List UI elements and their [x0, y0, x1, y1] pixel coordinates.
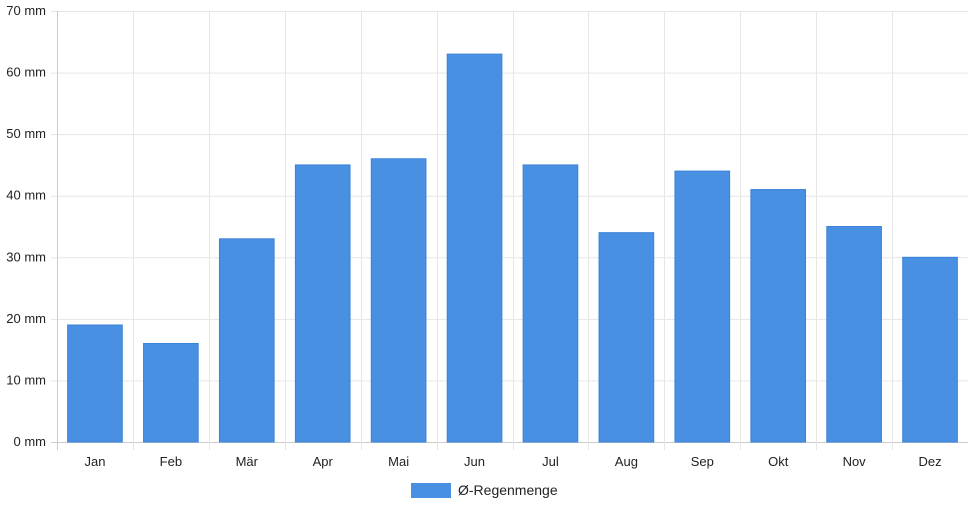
bar[interactable] [750, 189, 807, 443]
bar[interactable] [67, 324, 123, 443]
y-tick-label: 40 mm [6, 188, 46, 203]
y-tick-label: 50 mm [6, 126, 46, 141]
chart-grid [51, 11, 968, 450]
x-tick-label: Feb [160, 454, 182, 469]
legend-label[interactable]: Ø-Regenmenge [458, 482, 558, 498]
x-tick-label: Apr [313, 454, 334, 469]
legend-swatch[interactable] [411, 483, 451, 498]
bar[interactable] [370, 158, 427, 443]
y-tick-label: 60 mm [6, 65, 46, 80]
y-axis-ticks: 0 mm 10 mm 20 mm 30 mm 40 mm 50 mm 60 mm 70 mm [6, 3, 46, 449]
bar[interactable] [902, 256, 958, 443]
x-tick-label: Dez [918, 454, 941, 469]
y-tick-label: 20 mm [6, 311, 46, 326]
y-tick-label: 30 mm [6, 249, 46, 264]
x-tick-label: Nov [843, 454, 867, 469]
x-tick-label: Jun [464, 454, 485, 469]
bar[interactable] [143, 342, 199, 443]
y-tick-label: 0 mm [14, 434, 47, 449]
bar[interactable] [598, 232, 655, 443]
x-tick-label: Aug [615, 454, 638, 469]
bar-series [67, 53, 958, 443]
x-tick-label: Sep [691, 454, 714, 469]
x-tick-label: Okt [768, 454, 789, 469]
bar[interactable] [218, 238, 275, 443]
x-tick-label: Jul [542, 454, 559, 469]
x-axis-ticks: Jan Feb Mär Apr Mai Jun Jul Aug Sep Okt Nov Dez [84, 454, 941, 469]
x-tick-label: Mär [236, 454, 259, 469]
x-tick-label: Jan [84, 454, 105, 469]
legend[interactable]: Ø-Regenmenge [411, 482, 558, 498]
bar[interactable] [294, 164, 351, 443]
x-tick-label: Mai [388, 454, 409, 469]
bar[interactable] [826, 226, 882, 443]
bar[interactable] [522, 164, 579, 443]
y-tick-label: 70 mm [6, 3, 46, 18]
y-tick-label: 10 mm [6, 372, 46, 387]
bar[interactable] [446, 53, 503, 443]
bar[interactable] [674, 170, 731, 443]
